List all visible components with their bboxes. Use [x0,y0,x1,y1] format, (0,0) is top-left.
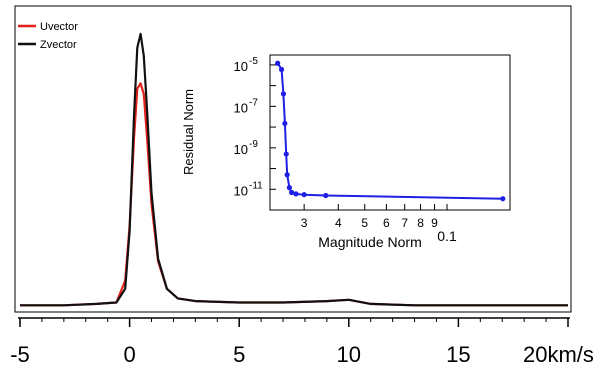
main-series-group [20,32,568,307]
main-x-tick-label: 20km/s [523,342,594,367]
inset-data-point [301,192,307,198]
inset-data-point [293,191,299,197]
inset-y-tick-exponent: -7 [249,97,258,108]
inset-x-tick-label: 5 [361,216,368,230]
inset-y-tick-exponent: -11 [249,180,263,191]
inset-plot-frame [269,54,511,211]
main-x-axis: -5 0 5 10 15 20km/s [10,317,594,367]
inset-data-point [289,189,295,196]
inset-data-point [278,66,285,73]
inset-series-group [275,60,506,202]
inset-data-point [286,185,293,191]
main-x-tick-label: -5 [10,342,30,367]
inset-data-point [280,91,287,97]
inset-x-tick-label: 3 [301,216,308,230]
legend-label-uvector: Uvector [40,21,78,33]
inset-x-tick-label: 4 [335,216,342,230]
inset-y-tick-exponent: -5 [249,56,258,67]
main-x-tick-label: 5 [233,342,245,367]
inset-x-tick-label: 7 [401,216,408,230]
main-x-tick-label: 15 [446,342,470,367]
inset-data-point [275,60,281,66]
inset-x-tick-label: 0.1 [437,228,457,244]
inset-y-tick-label: 10 [234,142,248,157]
inset-series-line [276,62,503,200]
inset-x-axis: 3 4 5 6 7 8 90.1 [301,204,457,244]
inset-y-axis-label: Residual Norm [181,89,196,175]
inset-x-tick-label: 8 [417,216,424,230]
inset-y-tick-label: 10 [234,59,248,74]
inset-x-tick-label: 9 [431,216,438,230]
inset-y-tick-exponent: -9 [249,139,258,150]
inset-data-point [282,120,288,127]
main-x-tick-label: 0 [123,342,135,367]
inset-y-axis: 10-510-710-910-11 [234,56,276,211]
inset-x-axis-label: Magnitude Norm [318,234,422,250]
inset-data-point [323,192,329,199]
inset-chart: 10-510-710-910-11 3 4 5 6 7 8 90.1 Magnitude N… [181,54,511,250]
inset-data-point [500,196,506,202]
series-line-zvector [20,32,568,307]
inset-data-point [284,172,290,178]
inset-x-tick-label: 6 [383,216,390,230]
main-x-tick-label: 10 [337,342,361,367]
inset-data-point [283,151,289,157]
inset-y-tick-label: 10 [234,100,248,115]
inset-y-tick-label: 10 [234,183,248,198]
legend-label-zvector: Zvector [40,39,77,51]
legend: Uvector Zvector [18,21,78,51]
